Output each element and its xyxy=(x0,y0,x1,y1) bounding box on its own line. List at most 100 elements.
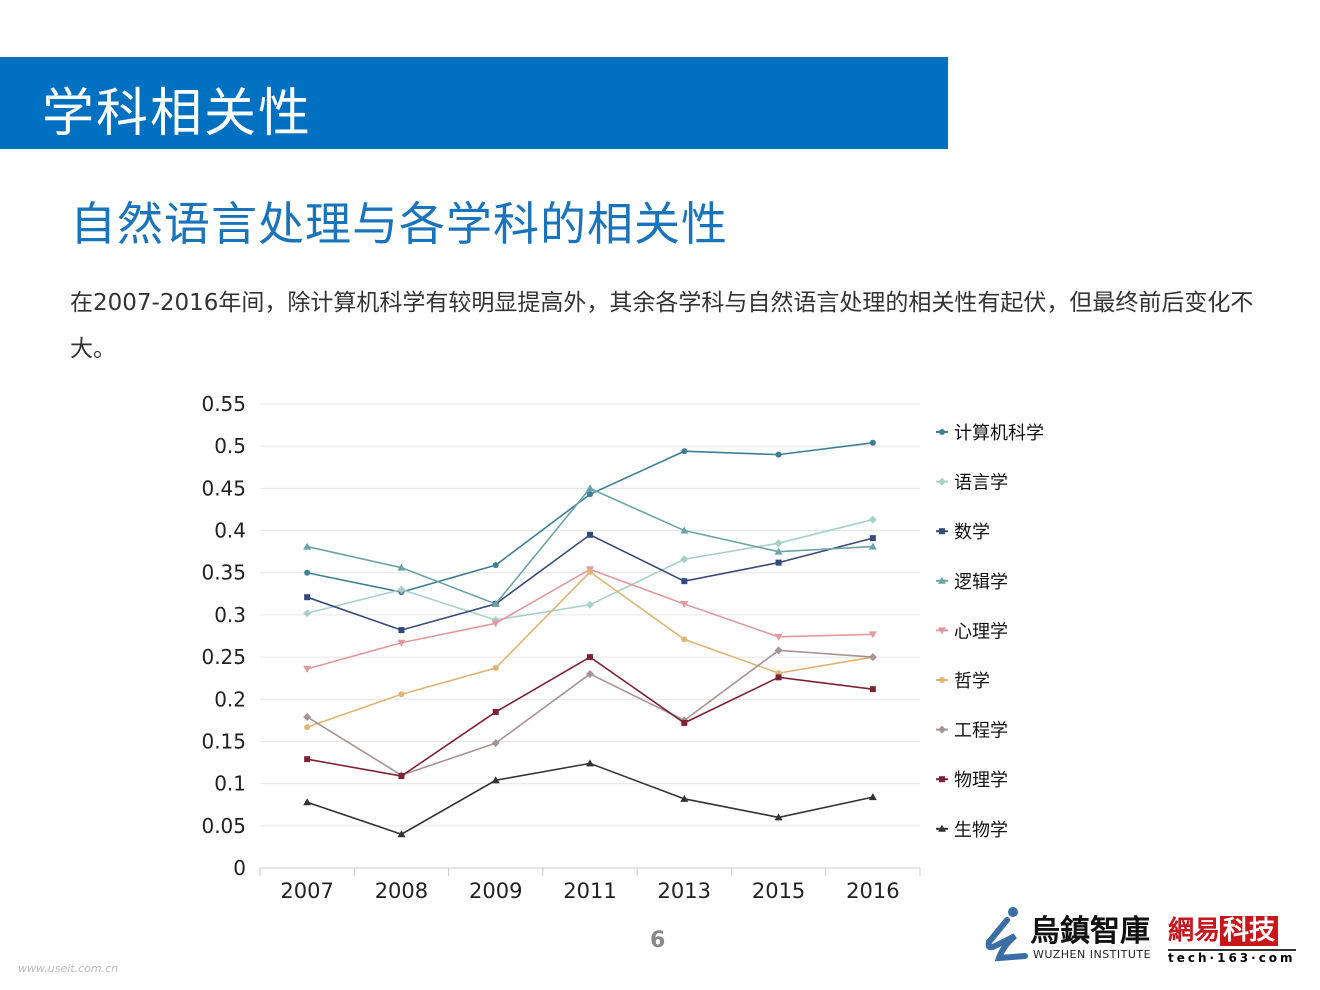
series-7 xyxy=(304,654,876,780)
data-point xyxy=(775,451,782,458)
netease-b: 科技 xyxy=(1220,916,1279,946)
data-point xyxy=(774,813,783,821)
y-tick-label: 0.4 xyxy=(214,519,246,543)
x-tick-label: 2009 xyxy=(469,879,522,903)
description: 在2007-2016年间，除计算机科学有较明显提高外，其余各学科与自然语言处理的… xyxy=(70,290,1254,362)
data-point xyxy=(868,631,877,639)
data-point xyxy=(680,600,689,608)
data-point xyxy=(492,562,499,569)
y-tick-label: 0.55 xyxy=(201,392,246,416)
legend-marker xyxy=(938,824,946,832)
data-point xyxy=(775,674,782,681)
legend-marker xyxy=(939,429,945,435)
y-tick-label: 0.45 xyxy=(201,476,246,500)
legend-label: 逻辑学 xyxy=(954,572,1008,593)
legend-label: 物理学 xyxy=(954,770,1008,791)
legend-label: 哲学 xyxy=(954,671,990,692)
data-point xyxy=(869,439,876,446)
wuzhen-en: WUZHEN INSTITUTE xyxy=(1033,948,1152,961)
data-point xyxy=(587,568,593,575)
series-3 xyxy=(303,484,877,607)
data-point xyxy=(304,569,311,576)
data-point xyxy=(586,759,594,767)
legend-marker xyxy=(938,477,946,486)
wuzhen-cn: 烏鎮智庫 xyxy=(1030,914,1150,949)
y-tick-label: 0.3 xyxy=(214,603,246,627)
data-point xyxy=(492,665,499,672)
data-point xyxy=(303,798,312,806)
data-point xyxy=(586,600,594,609)
series-line xyxy=(306,568,873,670)
x-tick-label: 2011 xyxy=(563,879,616,903)
data-point xyxy=(586,484,594,492)
watermark: www.useit.com.cn xyxy=(18,962,119,975)
series-6 xyxy=(303,646,877,780)
data-point xyxy=(492,708,499,715)
data-point xyxy=(303,609,312,618)
data-point xyxy=(304,724,311,731)
data-point xyxy=(868,542,877,550)
page-title: 学科相关性 xyxy=(42,84,313,144)
data-point xyxy=(397,639,406,647)
x-tick-label: 2015 xyxy=(752,879,805,903)
data-point xyxy=(398,773,405,780)
data-point xyxy=(397,830,406,838)
data-point xyxy=(304,756,311,763)
data-point xyxy=(397,563,406,571)
legend-marker xyxy=(938,725,946,734)
title-banner: 学科相关性 xyxy=(0,57,948,149)
data-point xyxy=(303,665,312,673)
series-line xyxy=(306,533,874,631)
legend-label: 心理学 xyxy=(954,621,1008,642)
data-point xyxy=(774,646,783,655)
netease-logo: 網易 科技 tech·163·com xyxy=(1168,910,1296,965)
subtitle: 自然语言处理与各学科的相关性 xyxy=(70,197,728,251)
data-point xyxy=(303,542,312,550)
data-point xyxy=(398,627,405,634)
data-point xyxy=(680,794,689,802)
data-point xyxy=(491,615,500,624)
netease-url: tech·163·com xyxy=(1168,949,1296,965)
legend-label: 生物学 xyxy=(954,820,1008,841)
data-point xyxy=(303,712,312,721)
data-point xyxy=(868,653,877,662)
data-point xyxy=(491,599,500,607)
legend-label: 计算机科学 xyxy=(954,423,1044,444)
y-tick-label: 0 xyxy=(233,856,246,880)
y-tick-label: 0.1 xyxy=(214,772,246,796)
data-point xyxy=(587,491,593,498)
legend-label: 数学 xyxy=(954,522,990,543)
data-point xyxy=(869,535,876,542)
netease-a: 網易 xyxy=(1168,916,1221,946)
wuzhen-emblem-icon xyxy=(985,907,1028,962)
y-tick-label: 0.35 xyxy=(201,561,246,585)
legend-marker xyxy=(939,528,945,535)
legend-marker xyxy=(938,576,946,584)
data-point xyxy=(587,654,593,661)
series-1 xyxy=(303,515,877,624)
data-point xyxy=(868,793,877,801)
data-point xyxy=(681,578,688,585)
data-point xyxy=(491,776,500,784)
page-number: 6 xyxy=(650,928,666,953)
data-point xyxy=(681,636,688,643)
data-point xyxy=(398,691,405,698)
data-point xyxy=(397,585,406,594)
y-tick-label: 0.2 xyxy=(214,687,246,711)
data-point xyxy=(681,448,688,455)
data-point xyxy=(680,555,689,564)
data-point xyxy=(775,559,782,566)
x-tick-label: 2008 xyxy=(375,879,428,903)
x-tick-label: 2007 xyxy=(280,879,333,903)
data-point xyxy=(868,515,877,524)
wuzhen-logo: 烏鎮智庫 WUZHEN INSTITUTE xyxy=(985,906,1151,966)
y-tick-label: 0.5 xyxy=(214,434,246,458)
series-8 xyxy=(303,759,877,838)
legend-label: 语言学 xyxy=(954,473,1008,494)
legend-label: 工程学 xyxy=(954,721,1008,742)
y-tick-label: 0.05 xyxy=(201,814,246,838)
series-line xyxy=(306,649,873,777)
series-line xyxy=(306,487,873,605)
data-point xyxy=(587,531,593,538)
series-2 xyxy=(304,531,876,634)
